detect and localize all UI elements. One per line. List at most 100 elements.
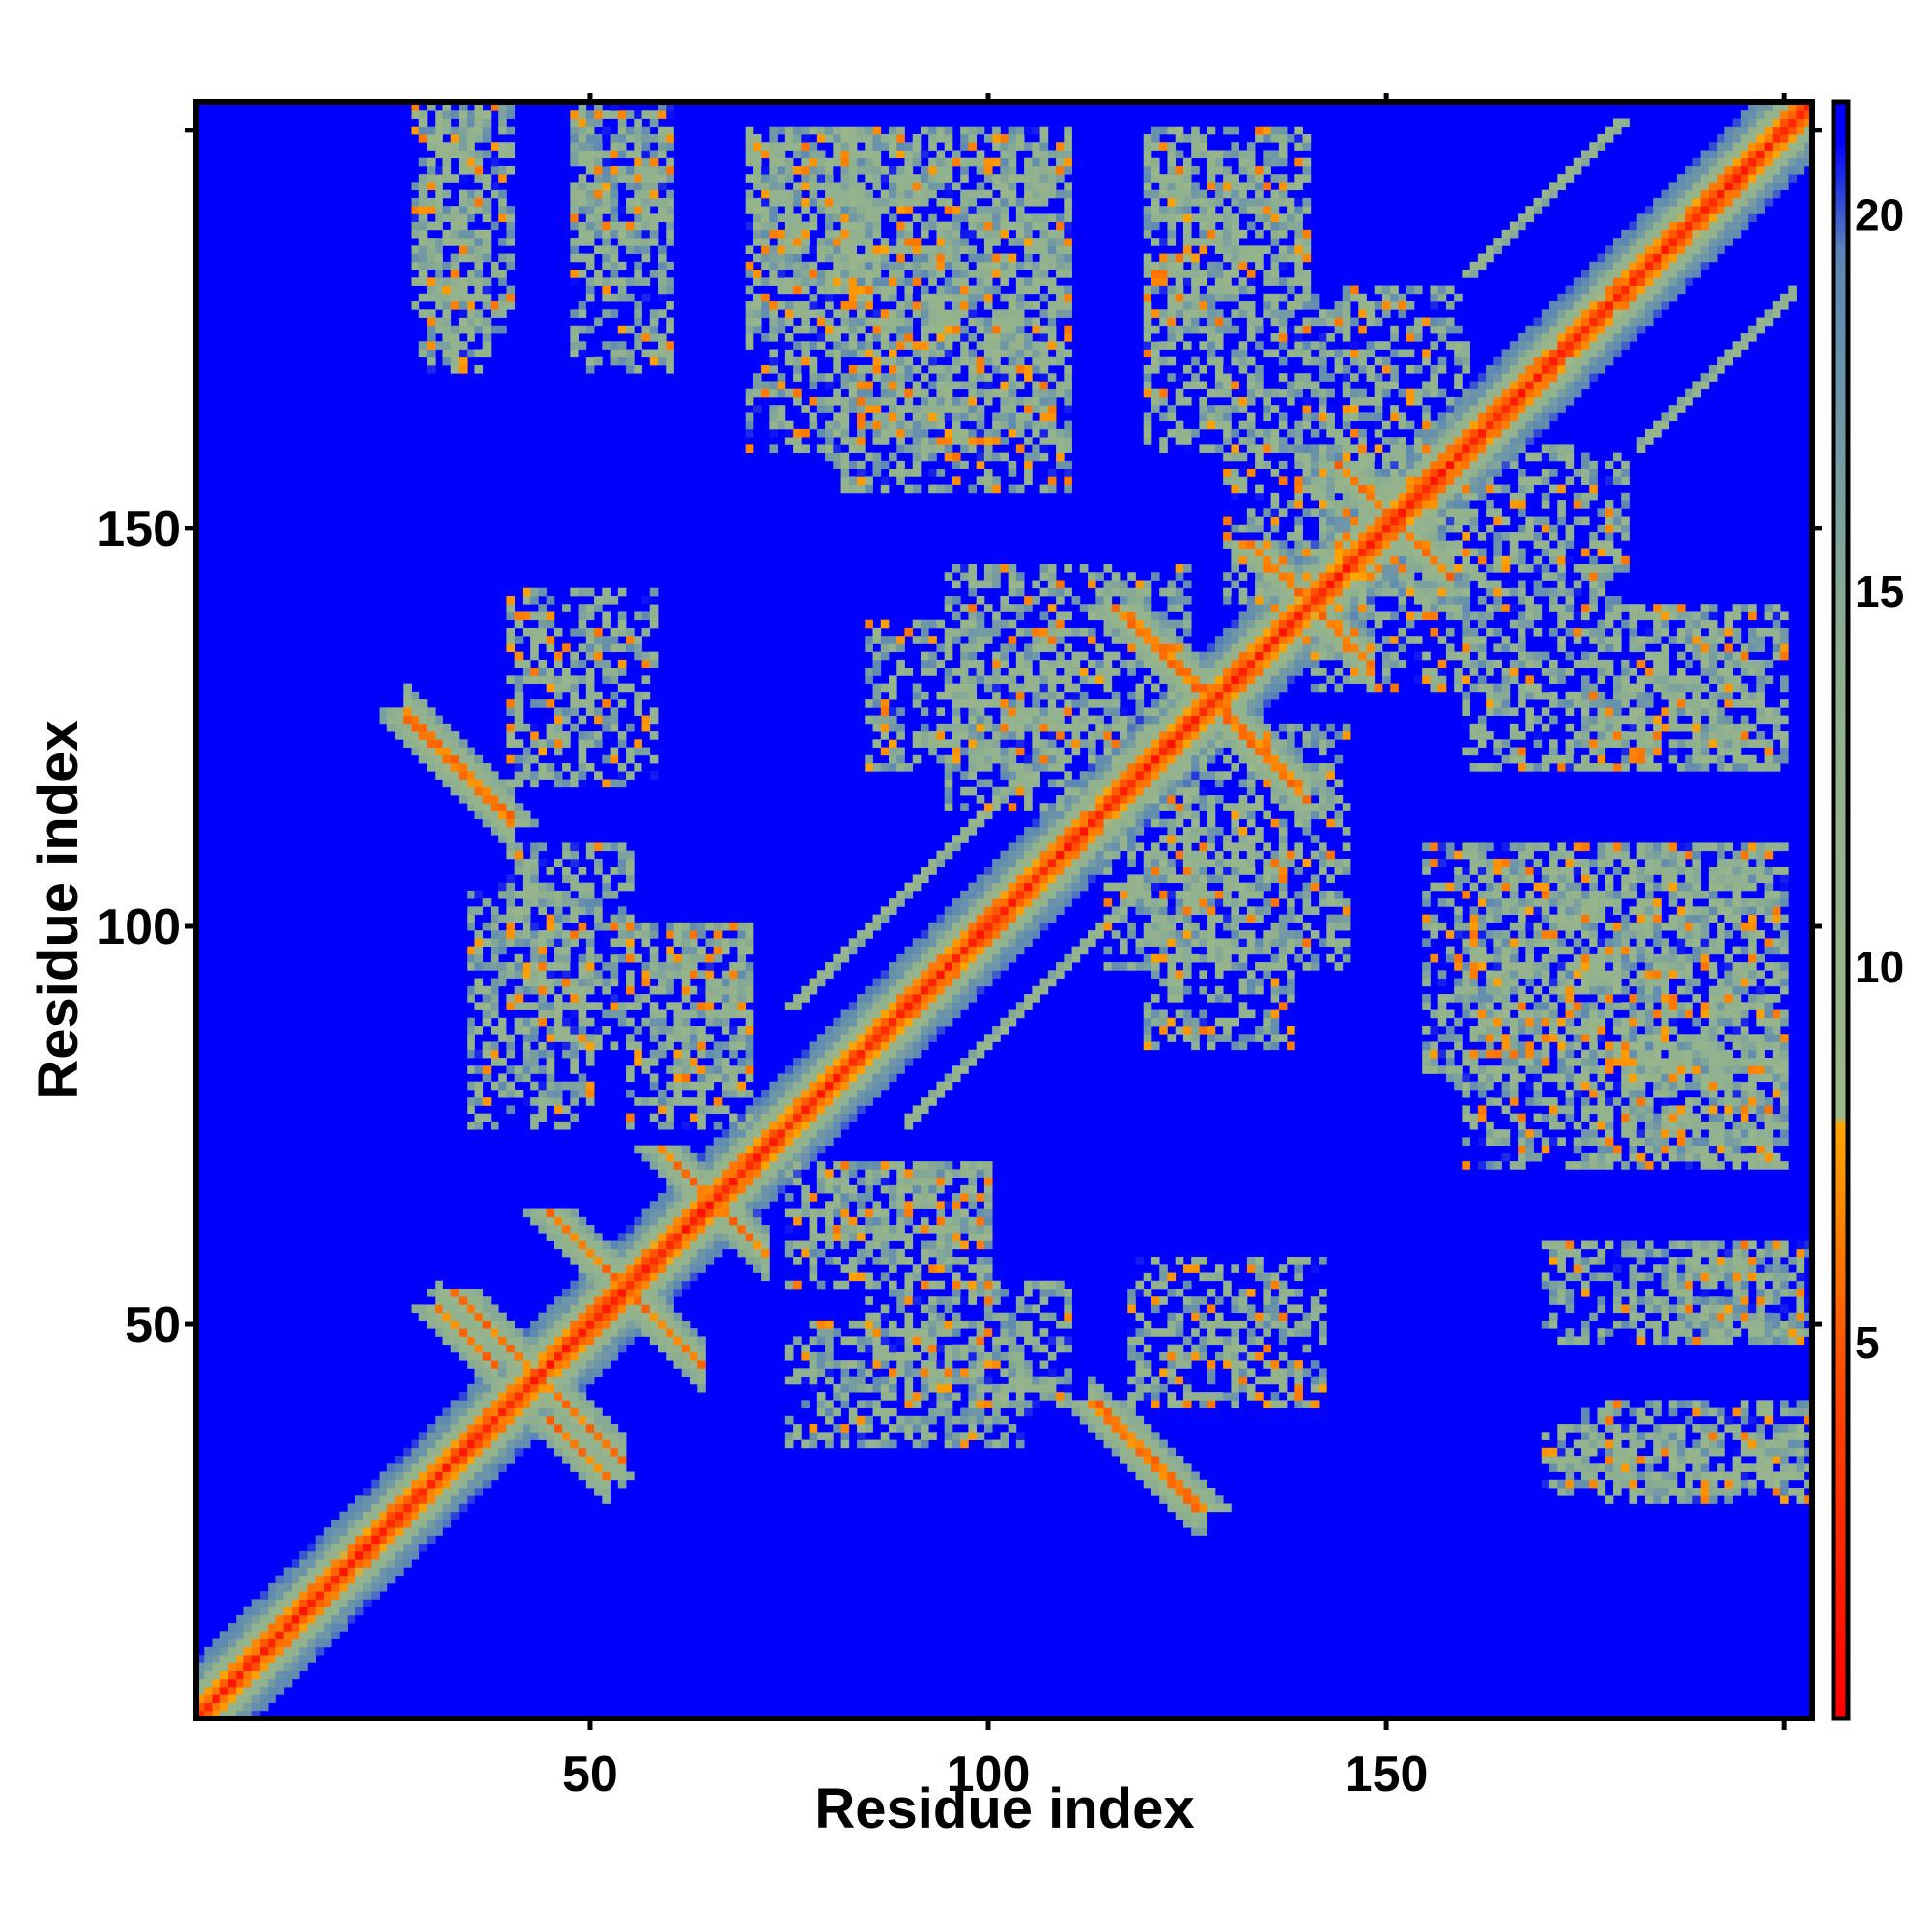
heatmap-cell: [299, 1582, 308, 1592]
heatmap-cell: [570, 150, 579, 159]
heatmap-cell: [904, 1257, 914, 1265]
heatmap-cell: [315, 1575, 325, 1584]
heatmap-cell: [442, 142, 452, 151]
heatmap-cell: [626, 1113, 635, 1122]
heatmap-cell: [960, 1415, 969, 1425]
heatmap-cell: [467, 1105, 475, 1115]
heatmap-cell: [458, 189, 468, 199]
heatmap-cell: [467, 747, 475, 756]
heatmap-cell: [745, 1105, 754, 1115]
heatmap-cell: [872, 1201, 882, 1209]
heatmap-cell: [729, 1002, 738, 1010]
heatmap-cell: [816, 277, 826, 286]
heatmap-cell: [617, 914, 627, 923]
heatmap-cell: [666, 133, 674, 143]
heatmap-cell: [562, 1216, 571, 1226]
heatmap-cell: [833, 142, 841, 151]
heatmap-cell: [793, 1073, 802, 1083]
heatmap-cell: [467, 914, 475, 923]
heatmap-cell: [546, 1360, 555, 1369]
heatmap-cell: [570, 182, 579, 191]
heatmap-cell: [585, 1415, 595, 1425]
heatmap-cell: [865, 420, 873, 430]
heatmap-cell: [649, 325, 659, 334]
heatmap-cell: [585, 301, 595, 310]
heatmap-cell: [458, 1296, 468, 1305]
heatmap-cell: [474, 1026, 484, 1035]
heatmap-cell: [689, 1344, 698, 1353]
heatmap-cell: [411, 301, 420, 310]
heatmap-cell: [594, 1296, 603, 1305]
heatmap-cell: [809, 1105, 818, 1115]
heatmap-cell: [816, 1089, 826, 1098]
heatmap-cell: [283, 1678, 293, 1688]
heatmap-cell: [833, 1424, 841, 1433]
heatmap-cell: [610, 953, 619, 963]
heatmap-cell: [936, 994, 946, 1003]
heatmap-cell: [928, 381, 937, 390]
heatmap-cell: [666, 364, 674, 374]
heatmap-cell: [435, 206, 443, 214]
heatmap-cell: [928, 962, 937, 971]
heatmap-cell: [666, 1208, 674, 1218]
heatmap-cell: [371, 1591, 380, 1600]
heatmap-cell: [666, 1177, 674, 1186]
heatmap-cell: [848, 126, 858, 135]
heatmap-cell: [833, 1057, 841, 1066]
heatmap-cell: [784, 261, 794, 270]
heatmap-cell: [705, 1248, 715, 1258]
heatmap-cell: [243, 1655, 253, 1663]
heatmap-cell: [880, 325, 890, 334]
heatmap-cell: [840, 1169, 850, 1178]
heatmap-cell: [825, 197, 834, 207]
heatmap-cell: [546, 890, 555, 899]
heatmap-cell: [283, 1591, 293, 1600]
heatmap-cell: [307, 1543, 317, 1552]
heatmap-cell: [585, 1432, 595, 1440]
heatmap-cell: [889, 309, 897, 318]
heatmap-cell: [474, 1383, 484, 1393]
heatmap-cell: [761, 1257, 770, 1265]
heatmap-cell: [666, 126, 674, 135]
heatmap-cell: [204, 1646, 213, 1656]
heatmap-cell: [816, 1161, 826, 1170]
heatmap-cell: [418, 731, 428, 740]
heatmap-cell: [960, 1320, 969, 1329]
heatmap-cell: [411, 691, 420, 700]
heatmap-cell: [889, 1257, 897, 1265]
heatmap-cell: [840, 245, 850, 254]
heatmap-cell: [578, 747, 587, 756]
heatmap-cell: [570, 1049, 579, 1059]
heatmap-cell: [880, 1169, 890, 1178]
heatmap-cell: [570, 1002, 579, 1010]
heatmap-cell: [825, 437, 834, 445]
heatmap-cell: [268, 1655, 276, 1663]
heatmap-cell: [570, 1026, 579, 1035]
heatmap-cell: [450, 110, 460, 119]
heatmap-cell: [418, 1471, 428, 1481]
heatmap-cell: [427, 1456, 436, 1464]
heatmap-cell: [482, 301, 492, 310]
heatmap-cell: [753, 182, 762, 191]
heatmap-cell: [658, 356, 667, 366]
heatmap-cell: [522, 683, 531, 693]
heatmap-cell: [268, 1614, 276, 1624]
heatmap-cell: [896, 356, 905, 366]
heatmap-cell: [880, 293, 890, 302]
heatmap-cell: [506, 1360, 516, 1369]
heatmap-cell: [641, 333, 651, 342]
heatmap-cell: [872, 683, 882, 693]
heatmap-cell: [944, 1240, 953, 1250]
heatmap-cell: [912, 1400, 922, 1408]
heatmap-cell: [857, 165, 866, 175]
heatmap-cell: [450, 1432, 460, 1440]
heatmap-cell: [944, 643, 953, 653]
heatmap-cell: [848, 1264, 858, 1273]
heatmap-cell: [857, 1177, 866, 1186]
heatmap-cell: [840, 341, 850, 350]
heatmap-cell: [458, 1320, 468, 1329]
heatmap-cell: [259, 1702, 269, 1712]
heatmap-cell: [498, 1034, 507, 1042]
heatmap-cell: [578, 1073, 587, 1083]
heatmap-cell: [745, 1177, 754, 1186]
